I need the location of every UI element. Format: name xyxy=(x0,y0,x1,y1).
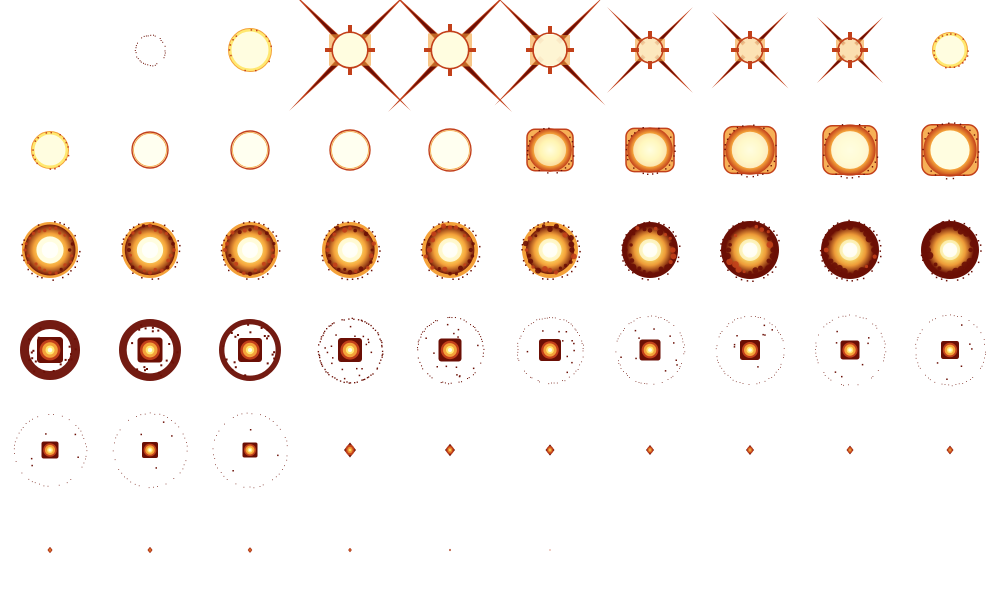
sprite-frame xyxy=(521,221,581,280)
sprite-frame xyxy=(21,221,81,281)
sprite-frame xyxy=(134,34,166,67)
sprite-frame xyxy=(20,320,80,380)
sprite-frame xyxy=(131,131,169,169)
sprite-frame xyxy=(625,127,676,175)
sprite-frame xyxy=(220,221,281,280)
sprite-frame xyxy=(449,548,451,552)
sprite-frame xyxy=(526,127,575,174)
sprite-frame xyxy=(817,17,883,83)
sprite-frame xyxy=(846,445,854,455)
sprite-frame xyxy=(920,219,982,282)
sprite-frame xyxy=(494,0,606,106)
sprite-frame xyxy=(720,220,780,282)
sprite-frame xyxy=(344,442,356,458)
sprite-frame xyxy=(615,315,686,385)
sprite-frame xyxy=(932,32,969,69)
sprite-frame xyxy=(621,221,681,281)
sprite-frame xyxy=(321,220,381,281)
sprite-frame xyxy=(31,131,70,170)
sprite-frame xyxy=(417,316,485,385)
sprite-frame xyxy=(218,319,281,382)
sprite-frame xyxy=(13,414,88,487)
sprite-frame xyxy=(121,221,181,280)
sprite-frame xyxy=(317,317,384,384)
sprite-frame xyxy=(329,129,371,171)
sprite-frame xyxy=(228,28,272,72)
sprite-frame xyxy=(348,547,352,553)
sprite-frame xyxy=(946,445,954,455)
sprite-frame xyxy=(723,124,777,178)
sprite-frame xyxy=(819,219,882,282)
sprite-frame xyxy=(47,546,53,554)
sprite-frame xyxy=(517,317,584,385)
sprite-frame xyxy=(289,0,411,111)
sprite-frame xyxy=(230,130,270,170)
sprite-frame xyxy=(822,124,879,179)
sprite-frame xyxy=(711,11,789,89)
sprite-frame xyxy=(247,547,253,553)
sprite-frame xyxy=(646,445,654,455)
sprite-frame xyxy=(815,314,887,386)
sprite-frame xyxy=(420,221,481,280)
sprite-frame xyxy=(388,0,512,112)
sprite-frame xyxy=(607,7,693,93)
sprite-frame xyxy=(921,122,980,180)
sprite-frame xyxy=(915,314,986,387)
sprite-frame xyxy=(212,412,288,489)
sprite-frame xyxy=(147,546,153,554)
sprite-frame xyxy=(118,319,181,382)
sprite-frame xyxy=(112,412,188,489)
sprite-frame xyxy=(549,549,551,551)
sprite-frame xyxy=(445,443,455,457)
sprite-frame xyxy=(715,316,785,385)
sprite-frame xyxy=(545,444,555,456)
sprite-frame xyxy=(428,128,472,172)
sprite-frame xyxy=(746,445,754,455)
